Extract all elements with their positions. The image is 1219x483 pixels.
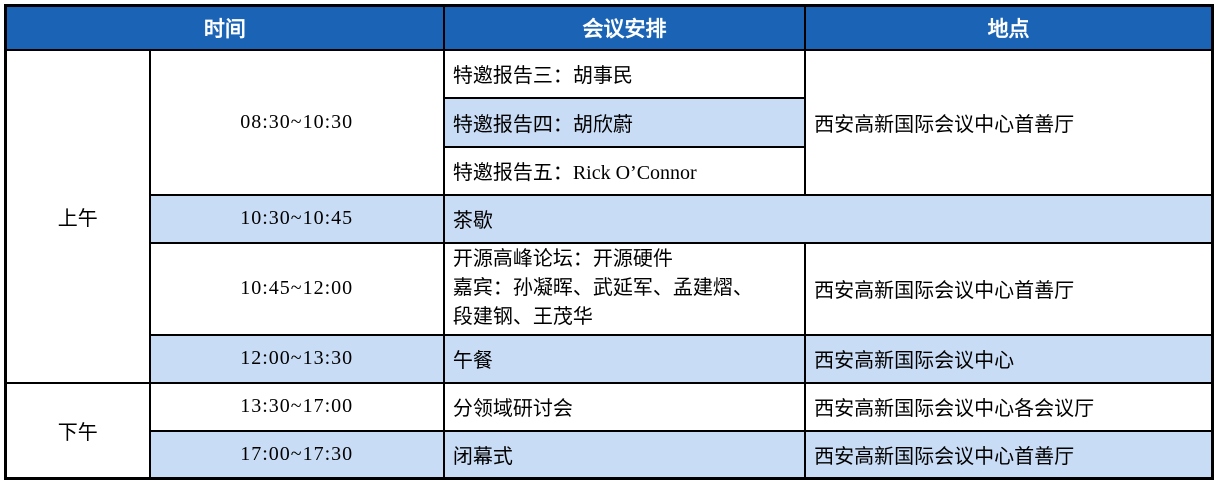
cell-time-breakout: 13:30~17:00 bbox=[148, 381, 445, 432]
cell-agenda-open-source-forum: 开源高峰论坛：开源硬件 嘉宾：孙凝晖、武延军、孟建熠、 段建钢、王茂华 bbox=[442, 241, 807, 336]
cell-time-lunch: 12:00~13:30 bbox=[148, 333, 445, 384]
cell-time-closing: 17:00~17:30 bbox=[148, 429, 445, 480]
cell-agenda-keynote5: 特邀报告五：Rick O’Connor bbox=[442, 145, 807, 196]
cell-location-keynotes: 西安高新国际会议中心首善厅 bbox=[804, 48, 1214, 196]
cell-period-afternoon: 下午 bbox=[4, 381, 151, 480]
schedule-table: 时间 会议安排 地点 上午 08:30~10:30 特邀报告三：胡事民 西安高新… bbox=[4, 4, 1214, 480]
cell-period-morning: 上午 bbox=[4, 48, 151, 384]
cell-agenda-closing: 闭幕式 bbox=[442, 429, 807, 480]
header-location: 地点 bbox=[804, 4, 1214, 51]
agenda-line-3: 段建钢、王茂华 bbox=[452, 306, 593, 328]
header-time: 时间 bbox=[4, 4, 445, 51]
row-breakout: 下午 13:30~17:00 分领域研讨会 西安高新国际会议中心各会议厅 bbox=[4, 381, 1214, 480]
row-tea-break: 10:30~10:45 茶歇 bbox=[6, 193, 1214, 244]
cell-time-open-source-forum: 10:45~12:00 bbox=[148, 241, 445, 336]
cell-time-keynotes: 08:30~10:30 bbox=[148, 48, 445, 196]
cell-agenda-tea-break: 茶歇 bbox=[442, 193, 1214, 244]
row-lunch: 12:00~13:30 午餐 西安高新国际会议中心 bbox=[6, 333, 1214, 384]
cell-location-lunch: 西安高新国际会议中心 bbox=[804, 333, 1214, 384]
row-keynote5: 特邀报告五：Rick O’Connor bbox=[6, 145, 1213, 196]
cell-time-tea-break: 10:30~10:45 bbox=[148, 193, 445, 244]
row-open-source-forum: 10:45~12:00 开源高峰论坛：开源硬件 嘉宾：孙凝晖、武延军、孟建熠、 … bbox=[6, 241, 1214, 336]
header-agenda: 会议安排 bbox=[442, 4, 807, 51]
row-keynote3: 上午 08:30~10:30 特邀报告三：胡事民 西安高新国际会议中心首善厅 bbox=[4, 48, 1214, 384]
agenda-line-1: 开源高峰论坛：开源硬件 bbox=[452, 248, 673, 270]
cell-location-breakout: 西安高新国际会议中心各会议厅 bbox=[804, 381, 1214, 432]
agenda-line-2: 嘉宾：孙凝晖、武延军、孟建熠、 bbox=[452, 277, 753, 299]
row-keynote4: 特邀报告四：胡欣蔚 bbox=[6, 96, 1213, 148]
cell-location-open-source-forum: 西安高新国际会议中心首善厅 bbox=[804, 241, 1214, 336]
cell-agenda-keynote3: 特邀报告三：胡事民 bbox=[442, 48, 807, 99]
header-row: 时间 会议安排 地点 bbox=[4, 4, 1214, 51]
cell-agenda-lunch: 午餐 bbox=[442, 333, 807, 384]
row-closing: 17:00~17:30 闭幕式 西安高新国际会议中心首善厅 bbox=[6, 429, 1214, 480]
cell-location-closing: 西安高新国际会议中心首善厅 bbox=[804, 429, 1214, 480]
cell-agenda-keynote4: 特邀报告四：胡欣蔚 bbox=[442, 96, 807, 148]
cell-agenda-breakout: 分领域研讨会 bbox=[442, 381, 807, 432]
